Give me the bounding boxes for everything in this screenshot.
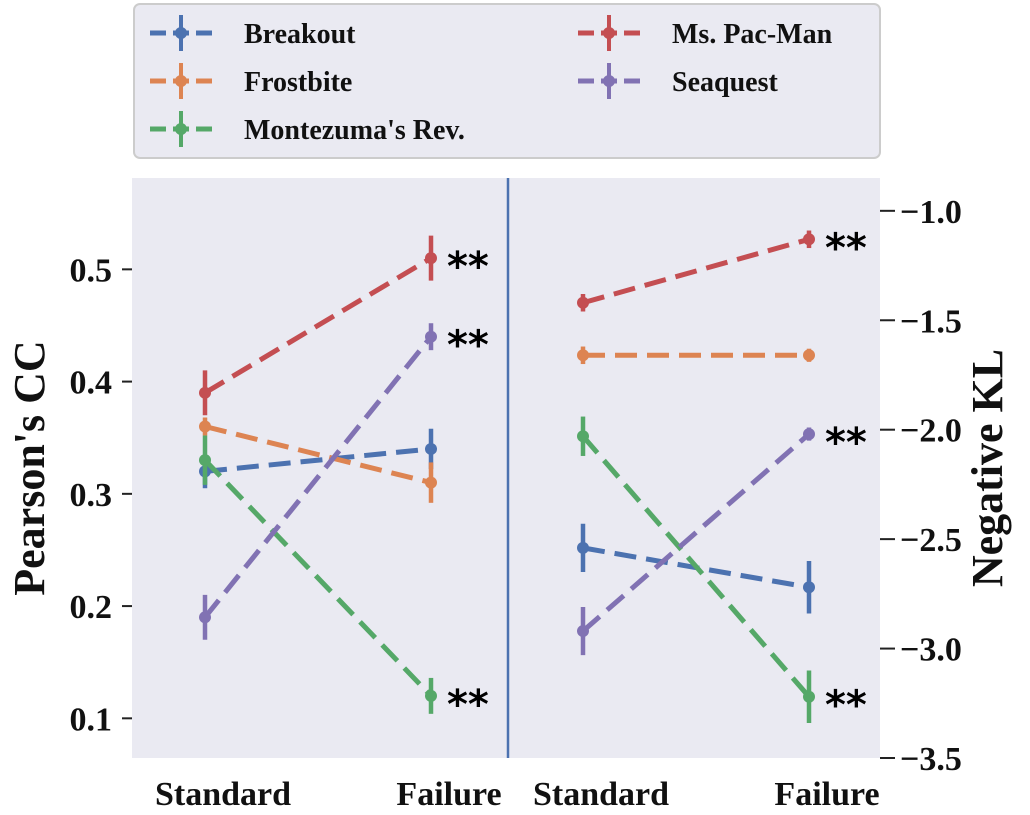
- series: **: [199, 435, 489, 728]
- data-point: [803, 690, 815, 703]
- series: **: [199, 323, 489, 640]
- data-point: [577, 541, 589, 554]
- legend-marker: [175, 27, 187, 39]
- left-y-axis: 0.1 0.2 0.3 0.4 0.5: [70, 252, 132, 738]
- data-point: [577, 349, 589, 362]
- right-y-axis-title: Negative KL: [963, 349, 1012, 587]
- series: **: [199, 235, 489, 416]
- significance-marker: **: [825, 225, 867, 271]
- legend-label: Ms. Pac-Man: [672, 19, 833, 50]
- legend-entry: Seaquest: [578, 63, 778, 99]
- series-line: [203, 335, 433, 619]
- data-point: [803, 349, 815, 362]
- series-line: [582, 236, 810, 306]
- significance-marker: **: [447, 323, 489, 369]
- legend-label: Frostbite: [244, 67, 352, 98]
- legend-entry: Frostbite: [150, 63, 352, 99]
- left-y-tick-label: 0.1: [70, 701, 113, 738]
- x-tick-label: Failure: [774, 776, 879, 813]
- legend-entry: Ms. Pac-Man: [578, 15, 833, 51]
- legend-marker: [603, 75, 615, 87]
- right-y-tick-label: −3.5: [900, 741, 962, 778]
- significance-marker: **: [447, 682, 489, 728]
- legend-entry: Montezuma's Rev.: [150, 111, 465, 147]
- right-y-tick-label: −2.0: [900, 413, 962, 450]
- significance-marker: **: [825, 420, 867, 466]
- right-y-tick-label: −2.5: [900, 522, 962, 559]
- series: [577, 346, 815, 365]
- legend: Breakout Ms. Pac-Man Frostbite Seaquest Mont…: [133, 3, 881, 159]
- legend-label: Breakout: [244, 19, 356, 50]
- series: **: [577, 225, 867, 312]
- data-point: [803, 428, 815, 441]
- right-panel-series: ** ** **: [577, 225, 867, 729]
- series-line: [204, 424, 432, 486]
- data-point: [803, 233, 815, 246]
- data-point: [199, 386, 211, 399]
- legend-marker: [175, 123, 187, 135]
- data-point: [199, 454, 211, 467]
- right-y-axis: −3.5 −3.0 −2.5 −2.0 −1.5 −1.0: [880, 194, 962, 778]
- data-point: [803, 581, 815, 594]
- left-y-tick-label: 0.2: [70, 589, 113, 626]
- right-y-tick-label: −1.0: [900, 194, 962, 231]
- left-y-tick-label: 0.3: [70, 477, 113, 514]
- series-line: [581, 434, 811, 699]
- data-point: [425, 689, 437, 702]
- data-point: [199, 611, 211, 624]
- legend-entry: Breakout: [150, 15, 356, 51]
- data-point: [577, 296, 589, 309]
- legend-entries: Breakout Ms. Pac-Man Frostbite Seaquest Mont…: [150, 15, 833, 147]
- legend-label: Montezuma's Rev.: [244, 115, 465, 146]
- right-y-tick-label: −3.0: [900, 632, 962, 669]
- x-tick-label: Failure: [396, 776, 501, 813]
- left-y-axis-title: Pearson's CC: [5, 340, 54, 595]
- data-point: [199, 420, 211, 433]
- series-line: [203, 255, 433, 395]
- x-tick-label: Standard: [533, 776, 669, 813]
- left-y-tick-label: 0.4: [70, 365, 113, 402]
- series: **: [577, 416, 867, 729]
- significance-marker: **: [825, 683, 867, 729]
- x-tick-label: Standard: [155, 776, 291, 813]
- right-y-tick-label: −1.5: [900, 303, 962, 340]
- data-point: [425, 330, 437, 343]
- significance-marker: **: [447, 244, 489, 290]
- left-panel-series: ** ** **: [199, 235, 489, 728]
- data-point: [577, 430, 589, 443]
- series-line: [203, 458, 433, 698]
- data-point: [425, 442, 437, 455]
- series: [199, 417, 437, 503]
- data-point: [577, 625, 589, 638]
- left-y-tick-label: 0.5: [70, 252, 113, 289]
- x-axis: Standard Failure Standard Failure: [155, 776, 880, 813]
- legend-marker: [175, 75, 187, 87]
- legend-marker: [603, 27, 615, 39]
- series-line: [204, 446, 432, 474]
- series-line: [581, 432, 811, 633]
- data-point: [425, 476, 437, 489]
- legend-label: Seaquest: [672, 67, 778, 98]
- legend-box: [133, 3, 881, 159]
- data-point: [425, 252, 437, 265]
- series: **: [577, 420, 867, 656]
